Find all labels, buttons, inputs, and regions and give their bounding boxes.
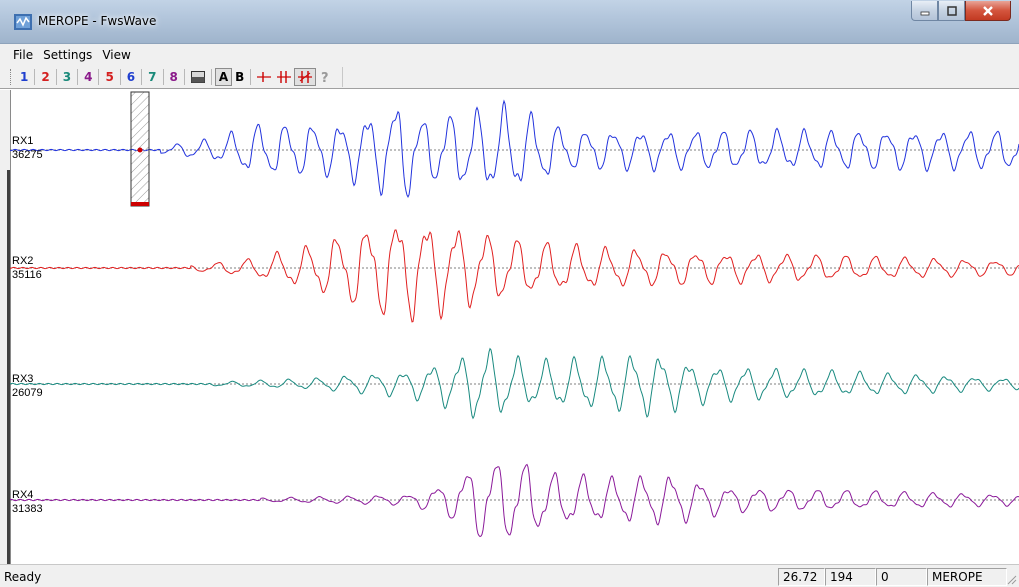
marker-range-button[interactable] [294,67,317,86]
waveform-trace-rx1 [10,99,1019,198]
menu-file[interactable]: File [13,47,34,62]
status-bar: Ready 26.72 194 0 MEROPE [0,564,1019,587]
minimize-button[interactable] [911,1,938,21]
close-button[interactable] [965,1,1011,21]
trace-label-rx3: RX3 [12,373,34,385]
channel-2-label: 2 [41,69,50,84]
menu-settings[interactable]: Settings [43,47,93,62]
mode-b-button[interactable]: B [232,68,247,86]
trace-count-rx3: 26079 [12,387,43,399]
status-text: Ready [4,570,42,584]
cursor-point [137,147,143,153]
title-bar: MEROPE - FwsWave [0,0,1019,44]
mode-b-label: B [235,69,245,84]
channel-1-label: 1 [20,69,29,84]
toolbar-separator [210,68,212,85]
toolbar-separator [119,68,121,85]
toolbar-separator [98,68,100,85]
toolbar: 1 2 3 4 5 6 7 8 A B ? [0,65,1019,89]
toolbar-grip[interactable] [10,68,13,85]
toolbar-separator [183,68,185,85]
channel-3-label: 3 [62,69,72,84]
channel-7-label: 7 [148,69,157,84]
waveform-trace-rx4 [10,463,1019,538]
help-icon: ? [321,71,329,84]
channel-5-button[interactable]: 5 [102,68,116,86]
mode-a-button[interactable]: A [214,67,233,86]
help-button[interactable]: ? [316,68,334,86]
status-panel-sample: 194 [825,568,876,586]
trace-label-rx2: RX2 [12,255,34,267]
waveform-trace-rx2 [10,229,1019,323]
status-panel-value: 0 [876,568,927,586]
channel-6-button[interactable]: 6 [124,68,138,86]
channel-5-label: 5 [105,69,114,84]
channel-4-button[interactable]: 4 [81,68,95,86]
channel-8-label: 8 [169,69,178,84]
menu-view[interactable]: View [102,47,131,62]
status-panel-name: MEROPE [927,568,1007,586]
toolbar-separator [77,68,79,85]
left-scroll-edge [0,90,10,564]
channel-6-label: 6 [126,69,136,84]
channel-7-button[interactable]: 7 [145,68,159,86]
window-title: MEROPE - FwsWave [38,14,157,28]
trace-count-rx2: 35116 [12,269,42,281]
toolbar-end [342,66,344,87]
marker-double-icon [277,70,292,83]
maximize-icon [946,5,957,16]
app-icon [14,14,32,30]
toolbar-separator [34,68,36,85]
waveform-trace-rx3 [10,347,1019,420]
resize-grip-icon[interactable] [1005,573,1017,585]
mode-a-label: A [218,69,229,84]
toolbar-separator [55,68,57,85]
waveform-canvas[interactable] [10,90,1019,564]
channel-2-button[interactable]: 2 [38,68,52,86]
toolbar-separator [162,68,164,85]
toolbar-separator [250,68,252,85]
trace-count-rx4: 31383 [12,503,43,515]
toolbar-separator [141,68,143,85]
marker-range-icon [298,70,313,83]
svg-text:?: ? [321,71,329,84]
channel-4-label: 4 [84,69,93,84]
status-panel-time: 26.72 [778,568,825,586]
marker-single-icon [257,71,272,82]
trace-count-rx1: 36275 [12,149,43,161]
channel-8-button[interactable]: 8 [167,68,181,86]
channel-3-button[interactable]: 3 [60,68,74,86]
marker-double-button[interactable] [274,68,294,86]
menu-bar: File Settings View [0,44,1019,65]
trace-label-rx1: RX1 [12,135,34,147]
close-icon [983,5,993,16]
maximize-button[interactable] [938,1,965,21]
time-window-handle[interactable] [131,202,149,206]
panel-icon [190,70,205,83]
minimize-icon [920,11,929,15]
waveform-plot-area[interactable] [10,90,1019,564]
channel-1-button[interactable]: 1 [17,68,31,86]
marker-single-button[interactable] [254,68,274,86]
panel-button[interactable] [188,68,208,86]
trace-label-rx4: RX4 [12,489,34,501]
